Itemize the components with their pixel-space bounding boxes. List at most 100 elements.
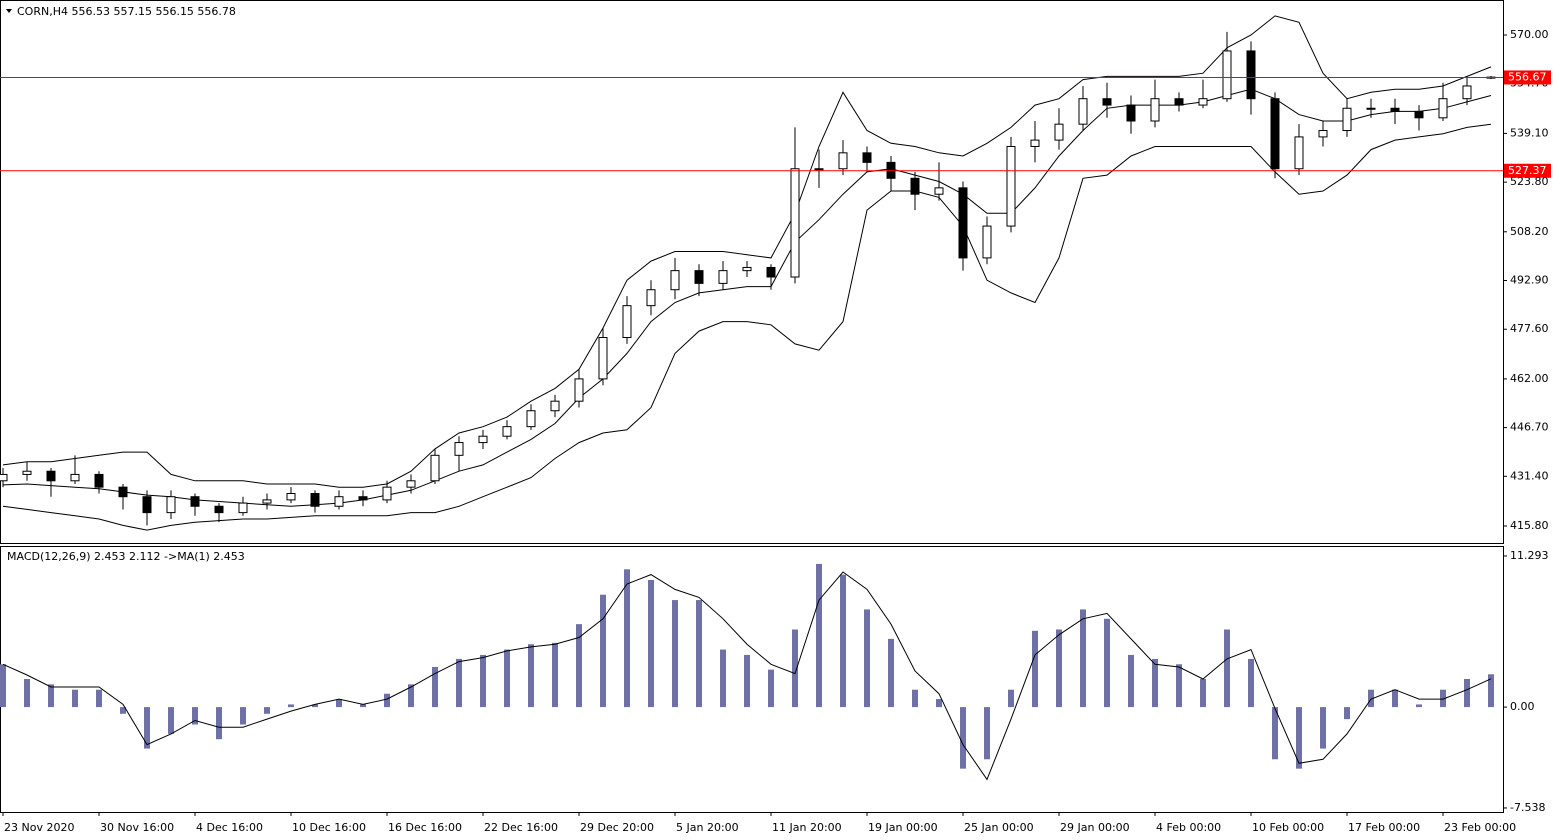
macd-bar — [552, 642, 558, 708]
candle-body — [1006, 145, 1016, 227]
candle-body — [790, 168, 800, 278]
candle-body — [358, 496, 368, 501]
bollinger-middle — [2, 88, 1492, 507]
y-tick-label: 446.70 — [1510, 421, 1549, 434]
y-tick-label: 462.00 — [1510, 372, 1549, 385]
candle-body — [574, 378, 584, 402]
candle-body — [382, 486, 392, 501]
macd-bar — [216, 707, 222, 740]
macd-bar — [48, 684, 54, 708]
y-tick-label: 570.00 — [1510, 28, 1549, 41]
macd-bar — [960, 707, 966, 769]
bollinger-upper — [2, 15, 1492, 488]
macd-bar — [1416, 704, 1422, 708]
price-level-box — [1504, 163, 1551, 178]
y-tick-label: 523.80 — [1510, 175, 1549, 188]
x-tick-label: 5 Jan 20:00 — [676, 821, 739, 834]
candle-body — [622, 305, 632, 339]
macd-bar — [816, 563, 822, 708]
candle-body — [1270, 98, 1280, 170]
macd-bar — [528, 644, 534, 708]
candle-body — [22, 470, 32, 475]
candle-body — [46, 470, 56, 482]
macd-bar — [912, 689, 918, 708]
macd-bar — [480, 654, 486, 708]
macd-bar — [696, 600, 702, 708]
candle-body — [166, 496, 176, 514]
candle-body — [550, 400, 560, 412]
y-tick-label: 477.60 — [1510, 322, 1549, 335]
macd-bar — [1080, 609, 1086, 708]
macd-bar — [1440, 689, 1446, 708]
macd-bar — [864, 609, 870, 708]
bollinger-lower — [2, 123, 1492, 531]
macd-bar — [576, 624, 582, 708]
candle-body — [694, 270, 704, 284]
candle-body — [910, 177, 920, 195]
candle-body — [958, 187, 968, 259]
macd-bar — [0, 664, 6, 708]
candle-body — [1222, 50, 1232, 100]
candle-body — [1030, 139, 1040, 147]
candle-body — [334, 496, 344, 507]
macd-bar — [168, 707, 174, 734]
price-level-label: 527.37 — [1508, 164, 1547, 177]
macd-bar — [1248, 658, 1254, 708]
macd-bar — [456, 658, 462, 708]
macd-bar — [240, 707, 246, 725]
candle-body — [526, 410, 536, 428]
macd-bar — [600, 594, 606, 708]
x-tick-label: 29 Dec 20:00 — [580, 821, 654, 834]
macd-bar — [1272, 707, 1278, 760]
macd-bar — [648, 579, 654, 708]
x-tick-label: 23 Feb 00:00 — [1444, 821, 1516, 834]
macd-bar — [1176, 664, 1182, 708]
candle-body — [0, 473, 8, 482]
macd-bar — [192, 707, 198, 725]
x-tick-label: 11 Jan 20:00 — [772, 821, 842, 834]
macd-bar — [1464, 679, 1470, 708]
x-tick-label: 10 Feb 00:00 — [1252, 821, 1324, 834]
candle-body — [1294, 136, 1304, 170]
candle-body — [1438, 98, 1448, 119]
candle-body — [310, 493, 320, 507]
macd-bar — [984, 707, 990, 760]
macd-bar — [1392, 689, 1398, 708]
macd-bar — [96, 689, 102, 708]
collapse-icon[interactable] — [6, 9, 12, 13]
candle-body — [1054, 123, 1064, 141]
candle-body — [1198, 98, 1208, 106]
macd-bar — [768, 669, 774, 708]
y-tick-label: 415.80 — [1510, 519, 1549, 532]
y-tick-label: 0.00 — [1510, 700, 1535, 713]
candle-body — [934, 187, 944, 195]
y-tick-label: -7.538 — [1510, 801, 1545, 814]
macd-bar — [744, 654, 750, 708]
candle-body — [1246, 50, 1256, 100]
x-tick-label: 4 Dec 16:00 — [196, 821, 263, 834]
candle-body — [1462, 85, 1472, 100]
candle-body — [670, 270, 680, 291]
candle-body — [406, 480, 416, 488]
x-tick-label: 25 Jan 00:00 — [964, 821, 1034, 834]
macd-bar — [120, 707, 126, 714]
macd-bar — [336, 699, 342, 708]
y-tick-label: 508.20 — [1510, 225, 1549, 238]
candle-body — [598, 337, 608, 380]
y-tick-label: 539.10 — [1510, 126, 1549, 139]
y-tick-label: 492.90 — [1510, 274, 1549, 287]
macd-bar — [1152, 658, 1158, 708]
price-level-label: 556.67 — [1508, 70, 1547, 83]
candle-body — [1342, 107, 1352, 132]
candle-body — [1318, 130, 1328, 138]
macd-bar — [1320, 707, 1326, 749]
x-tick-label: 16 Dec 16:00 — [388, 821, 462, 834]
candle-body — [1390, 107, 1400, 112]
macd-bar — [1344, 707, 1350, 720]
candle-body — [838, 152, 848, 170]
candle-body — [190, 496, 200, 507]
candle-body — [94, 473, 104, 488]
macd-bar — [408, 684, 414, 708]
macd-bar — [1128, 654, 1134, 708]
